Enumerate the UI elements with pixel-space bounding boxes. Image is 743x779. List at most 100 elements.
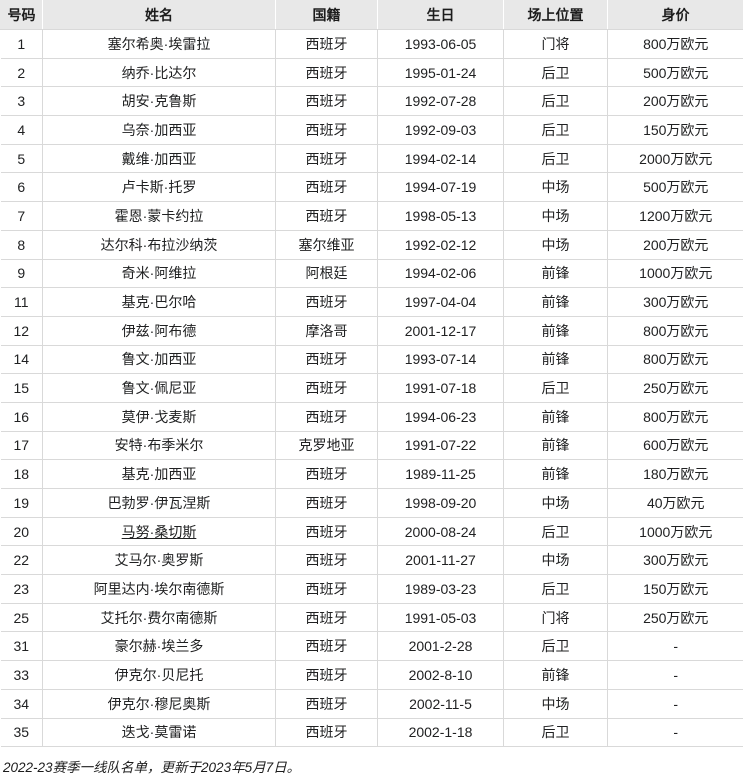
cell-pos: 前锋 bbox=[503, 287, 608, 317]
cell-pos: 门将 bbox=[503, 29, 608, 59]
cell-name: 胡安·克鲁斯 bbox=[42, 86, 276, 117]
cell-pos: 中场 bbox=[503, 688, 608, 719]
col-header-nat: 国籍 bbox=[275, 0, 378, 30]
cell-val: 1000万欧元 bbox=[607, 258, 743, 289]
cell-pos: 后卫 bbox=[503, 115, 608, 145]
cell-val: 150万欧元 bbox=[607, 574, 743, 604]
cell-nat: 西班牙 bbox=[275, 459, 378, 489]
cell-nat: 西班牙 bbox=[275, 172, 378, 203]
table-row: 18 基克·加西亚 西班牙 1989-11-25 前锋 180万欧元 bbox=[0, 459, 743, 489]
cell-dob: 2001-2-28 bbox=[377, 631, 504, 662]
cell-nat: 西班牙 bbox=[275, 86, 378, 117]
cell-dob: 1997-04-04 bbox=[377, 287, 504, 317]
cell-pos: 中场 bbox=[503, 172, 608, 203]
cell-nat: 西班牙 bbox=[275, 115, 378, 145]
cell-name: 基克·巴尔哈 bbox=[42, 287, 276, 317]
cell-val: 300万欧元 bbox=[607, 545, 743, 576]
cell-name: 乌奈·加西亚 bbox=[42, 115, 276, 145]
cell-nat: 西班牙 bbox=[275, 143, 378, 174]
roster-table-body: 1 塞尔希奥·埃雷拉 西班牙 1993-06-05 门将 800万欧元 2 纳乔·比达尔 西班牙… bbox=[0, 29, 743, 748]
cell-pos: 前锋 bbox=[503, 430, 608, 461]
header-row: 号码 姓名 国籍 生日 场上位置 身价 bbox=[0, 0, 743, 30]
cell-num: 15 bbox=[0, 373, 43, 403]
cell-val: 300万欧元 bbox=[607, 287, 743, 317]
cell-val: 1200万欧元 bbox=[607, 201, 743, 231]
cell-val: 150万欧元 bbox=[607, 115, 743, 145]
cell-dob: 1994-02-06 bbox=[377, 258, 504, 289]
cell-pos: 前锋 bbox=[503, 315, 608, 346]
cell-name: 艾托尔·费尔南德斯 bbox=[42, 602, 276, 633]
table-row: 14 鲁文·加西亚 西班牙 1993-07-14 前锋 800万欧元 bbox=[0, 344, 743, 375]
cell-val: 200万欧元 bbox=[607, 229, 743, 260]
cell-pos: 中场 bbox=[503, 229, 608, 260]
cell-name: 安特·布季米尔 bbox=[42, 430, 276, 461]
cell-nat: 西班牙 bbox=[275, 717, 378, 748]
cell-name: 基克·加西亚 bbox=[42, 459, 276, 489]
cell-pos: 前锋 bbox=[503, 459, 608, 489]
cell-num: 7 bbox=[0, 201, 43, 231]
cell-num: 14 bbox=[0, 344, 43, 375]
player-link[interactable]: 马努·桑切斯 bbox=[121, 523, 197, 540]
cell-num: 3 bbox=[0, 86, 43, 117]
table-row: 8 达尔科·布拉沙纳茨 塞尔维亚 1992-02-12 中场 200万欧元 bbox=[0, 229, 743, 260]
cell-num: 33 bbox=[0, 660, 43, 690]
cell-num: 1 bbox=[0, 29, 43, 59]
table-row: 11 基克·巴尔哈 西班牙 1997-04-04 前锋 300万欧元 bbox=[0, 287, 743, 317]
cell-num: 17 bbox=[0, 430, 43, 461]
cell-dob: 2002-1-18 bbox=[377, 717, 504, 748]
cell-num: 12 bbox=[0, 315, 43, 346]
cell-pos: 后卫 bbox=[503, 86, 608, 117]
cell-nat: 西班牙 bbox=[275, 344, 378, 375]
cell-dob: 1991-05-03 bbox=[377, 602, 504, 633]
cell-nat: 西班牙 bbox=[275, 373, 378, 403]
cell-pos: 前锋 bbox=[503, 660, 608, 690]
cell-val: 800万欧元 bbox=[607, 344, 743, 375]
table-row: 9 奇米·阿维拉 阿根廷 1994-02-06 前锋 1000万欧元 bbox=[0, 258, 743, 289]
cell-nat: 西班牙 bbox=[275, 660, 378, 690]
cell-pos: 前锋 bbox=[503, 401, 608, 432]
cell-val: 40万欧元 bbox=[607, 488, 743, 518]
cell-nat: 克罗地亚 bbox=[275, 430, 378, 461]
cell-pos: 后卫 bbox=[503, 373, 608, 403]
cell-val: 800万欧元 bbox=[607, 315, 743, 346]
table-row: 2 纳乔·比达尔 西班牙 1995-01-24 后卫 500万欧元 bbox=[0, 57, 743, 88]
table-row: 6 卢卡斯·托罗 西班牙 1994-07-19 中场 500万欧元 bbox=[0, 172, 743, 203]
cell-num: 6 bbox=[0, 172, 43, 203]
cell-dob: 1989-11-25 bbox=[377, 459, 504, 489]
cell-dob: 1998-09-20 bbox=[377, 488, 504, 518]
cell-val: 250万欧元 bbox=[607, 602, 743, 633]
cell-name: 迭戈·莫雷诺 bbox=[42, 717, 276, 748]
cell-nat: 阿根廷 bbox=[275, 258, 378, 289]
cell-pos: 后卫 bbox=[503, 57, 608, 88]
cell-num: 22 bbox=[0, 545, 43, 576]
cell-nat: 西班牙 bbox=[275, 201, 378, 231]
table-row: 17 安特·布季米尔 克罗地亚 1991-07-22 前锋 600万欧元 bbox=[0, 430, 743, 461]
cell-dob: 1993-06-05 bbox=[377, 29, 504, 59]
cell-nat: 塞尔维亚 bbox=[275, 229, 378, 260]
col-header-num: 号码 bbox=[0, 0, 43, 30]
cell-num: 2 bbox=[0, 57, 43, 88]
cell-val: 500万欧元 bbox=[607, 172, 743, 203]
cell-num: 8 bbox=[0, 229, 43, 260]
table-row: 16 莫伊·戈麦斯 西班牙 1994-06-23 前锋 800万欧元 bbox=[0, 401, 743, 432]
cell-dob: 1994-07-19 bbox=[377, 172, 504, 203]
cell-dob: 1994-02-14 bbox=[377, 143, 504, 174]
cell-nat: 西班牙 bbox=[275, 287, 378, 317]
cell-name: 奇米·阿维拉 bbox=[42, 258, 276, 289]
cell-num: 9 bbox=[0, 258, 43, 289]
cell-pos: 中场 bbox=[503, 545, 608, 576]
cell-dob: 1998-05-13 bbox=[377, 201, 504, 231]
cell-name: 伊克尔·穆尼奥斯 bbox=[42, 688, 276, 719]
cell-dob: 2001-12-17 bbox=[377, 315, 504, 346]
cell-name: 阿里达内·埃尔南德斯 bbox=[42, 574, 276, 604]
cell-name: 纳乔·比达尔 bbox=[42, 57, 276, 88]
cell-num: 16 bbox=[0, 401, 43, 432]
table-row: 5 戴维·加西亚 西班牙 1994-02-14 后卫 2000万欧元 bbox=[0, 143, 743, 174]
cell-num: 11 bbox=[0, 287, 43, 317]
cell-nat: 西班牙 bbox=[275, 574, 378, 604]
cell-num: 19 bbox=[0, 488, 43, 518]
cell-nat: 西班牙 bbox=[275, 29, 378, 59]
cell-num: 20 bbox=[0, 516, 43, 547]
cell-num: 5 bbox=[0, 143, 43, 174]
cell-nat: 西班牙 bbox=[275, 545, 378, 576]
